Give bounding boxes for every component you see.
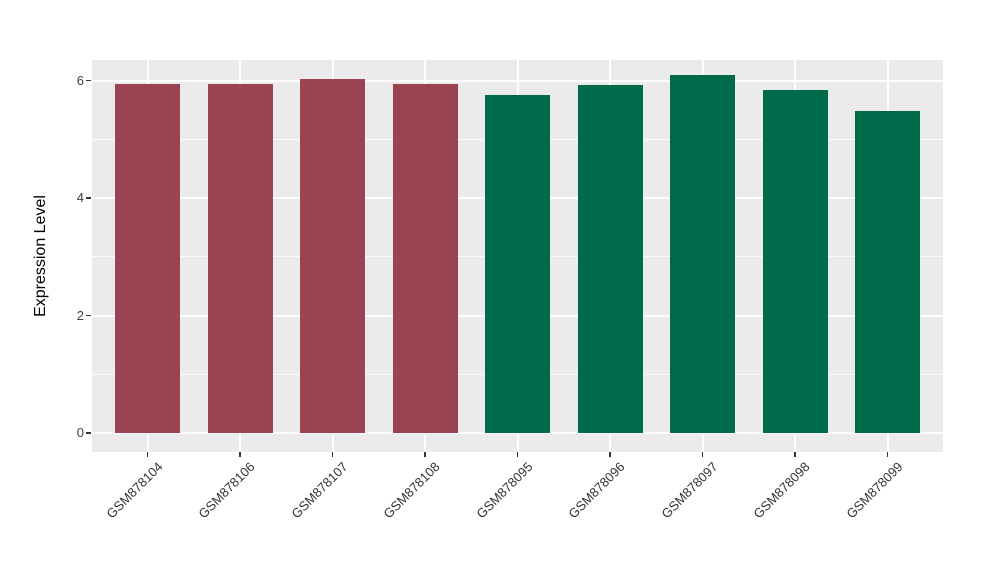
bar-GSM878099 — [855, 111, 920, 433]
bar-GSM878097 — [670, 75, 735, 433]
bar-GSM878098 — [762, 90, 828, 433]
bar-GSM878096 — [577, 85, 643, 433]
x-tick-label-text: GSM878106 — [195, 459, 258, 522]
x-tick-mark — [424, 452, 426, 457]
x-tick-mark — [794, 452, 796, 457]
y-tick-label: 4 — [76, 190, 84, 205]
x-tick-label-text: GSM878096 — [565, 459, 628, 522]
y-tick-mark — [86, 314, 91, 317]
y-tick-label: 0 — [76, 425, 84, 440]
x-tick-label-text: GSM878104 — [102, 459, 166, 522]
x-tick-mark — [609, 452, 611, 457]
bar-GSM878095 — [485, 95, 550, 433]
y-tick-label: 6 — [76, 72, 84, 88]
x-tick-mark — [239, 452, 241, 457]
bar-GSM878108 — [392, 84, 458, 433]
x-tick-mark — [886, 452, 889, 457]
bar-GSM878107 — [300, 78, 365, 433]
x-tick-mark — [516, 452, 519, 457]
x-tick-label-text: GSM878108 — [380, 459, 443, 522]
x-tick-label-text: GSM878095 — [472, 459, 536, 522]
bar-GSM878104 — [115, 84, 180, 433]
y-tick-mark — [86, 79, 91, 82]
plot-panel — [92, 60, 943, 452]
y-tick-mark — [86, 432, 91, 434]
y-tick-label: 2 — [76, 307, 84, 323]
y-axis-title-text: Expression Level — [32, 195, 49, 317]
x-tick-label-text: GSM878099 — [842, 459, 906, 522]
x-tick-mark — [701, 452, 704, 457]
bar-GSM878106 — [207, 84, 273, 433]
x-tick-label-text: GSM878097 — [657, 459, 721, 522]
x-tick-label-text: GSM878098 — [750, 459, 813, 522]
y-tick-mark — [86, 197, 91, 199]
x-tick-mark — [146, 452, 149, 457]
x-tick-label-text: GSM878107 — [287, 459, 351, 522]
x-tick-mark — [331, 452, 334, 457]
